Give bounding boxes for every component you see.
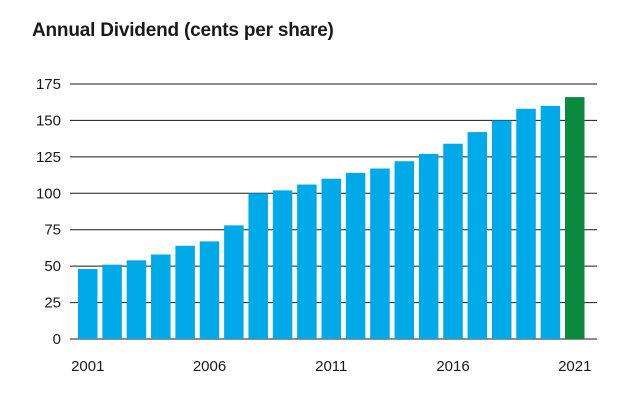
y-tick-label-0: 0 [53,331,61,348]
x-axis-ticks: 2001 2006 2011 2016 2021 [71,358,591,375]
x-tick-label-2001: 2001 [71,358,104,375]
bar-2006 [199,241,220,339]
bar-2005 [175,245,195,339]
x-tick-label-2011: 2011 [315,358,347,375]
bars [78,97,585,340]
bar-2007 [224,225,244,339]
y-tick-label-175: 175 [36,76,61,93]
bar-2019 [516,108,536,340]
bar-2004 [151,254,171,339]
x-tick-label-2021: 2021 [558,358,591,375]
x-tick-label-2016: 2016 [436,358,469,375]
bar-2021 [565,97,585,339]
bar-2012 [345,172,366,339]
bar-2002 [102,264,122,339]
bar-2013 [370,168,390,339]
bar-2003 [126,260,147,339]
bar-2010 [297,184,317,339]
bar-2009 [272,190,293,339]
bar-2017 [467,132,488,339]
bar-2015 [418,153,439,339]
bar-2016 [443,143,463,339]
y-tick-label-25: 25 [44,295,61,312]
y-tick-label-125: 125 [36,149,61,166]
bar-2008 [248,193,268,339]
x-tick-label-2006: 2006 [193,358,226,375]
y-tick-label-150: 150 [36,112,61,129]
bar-2014 [394,161,415,339]
y-tick-label-50: 50 [44,258,61,275]
y-axis-ticks: 0 25 50 75 100 125 150 175 [36,76,61,348]
chart-title: Annual Dividend (cents per share) [32,20,334,41]
bar-2018 [491,120,512,339]
bar-2011 [321,178,341,339]
bar-2020 [540,105,561,339]
bar-2001 [78,269,98,339]
y-tick-label-75: 75 [44,222,61,239]
y-tick-label-100: 100 [36,185,61,202]
